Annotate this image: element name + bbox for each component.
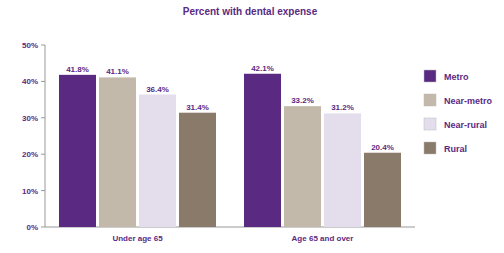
data-label: 42.1% [251, 64, 274, 73]
data-label: 31.2% [331, 103, 354, 112]
bar [364, 153, 401, 227]
bar [59, 75, 96, 227]
y-tick [41, 45, 45, 46]
x-tick-label: Age 65 and over [292, 234, 354, 243]
chart: Percent with dental expense 0% 10% 20% 30% 40… [0, 0, 504, 253]
data-label: 36.4% [146, 85, 169, 94]
legend-label: Rural [444, 144, 467, 154]
legend-swatch [424, 94, 436, 106]
bar [99, 77, 136, 227]
bar [244, 74, 281, 227]
title: Percent with dental expense [183, 6, 318, 17]
data-label: 20.4% [371, 143, 394, 152]
legend-swatch [424, 118, 436, 130]
y-tick [41, 227, 45, 228]
y-tick-label: 50% [22, 41, 38, 50]
y-tick-label: 0% [26, 223, 38, 232]
x-tick-label: Under age 65 [112, 234, 163, 243]
y-tick [41, 117, 45, 118]
y-axis [45, 45, 46, 227]
bar [284, 106, 321, 227]
bar [139, 95, 176, 227]
data-label: 41.8% [66, 65, 89, 74]
legend-label: Metro [444, 72, 469, 82]
bar [179, 113, 216, 227]
y-tick-label: 20% [22, 150, 38, 159]
bar [324, 113, 361, 227]
data-labels: 41.8% 41.1% 36.4% 31.4% 42.1% 33.2% 31.2% 20.4% [66, 64, 394, 152]
legend: Metro Near-metro Near-rural Rural [424, 70, 493, 154]
y-tick-label: 40% [22, 77, 38, 86]
legend-swatch [424, 142, 436, 154]
y-tick [41, 190, 45, 191]
legend-swatch [424, 70, 436, 82]
data-label: 41.1% [106, 67, 129, 76]
data-label: 33.2% [291, 96, 314, 105]
bars [59, 74, 401, 227]
y-tick [41, 81, 45, 82]
data-label: 31.4% [186, 103, 209, 112]
legend-label: Near-metro [444, 96, 493, 106]
y-tick-label: 10% [22, 187, 38, 196]
y-tick-label: 30% [22, 114, 38, 123]
legend-label: Near-rural [444, 120, 487, 130]
y-tick [41, 154, 45, 155]
